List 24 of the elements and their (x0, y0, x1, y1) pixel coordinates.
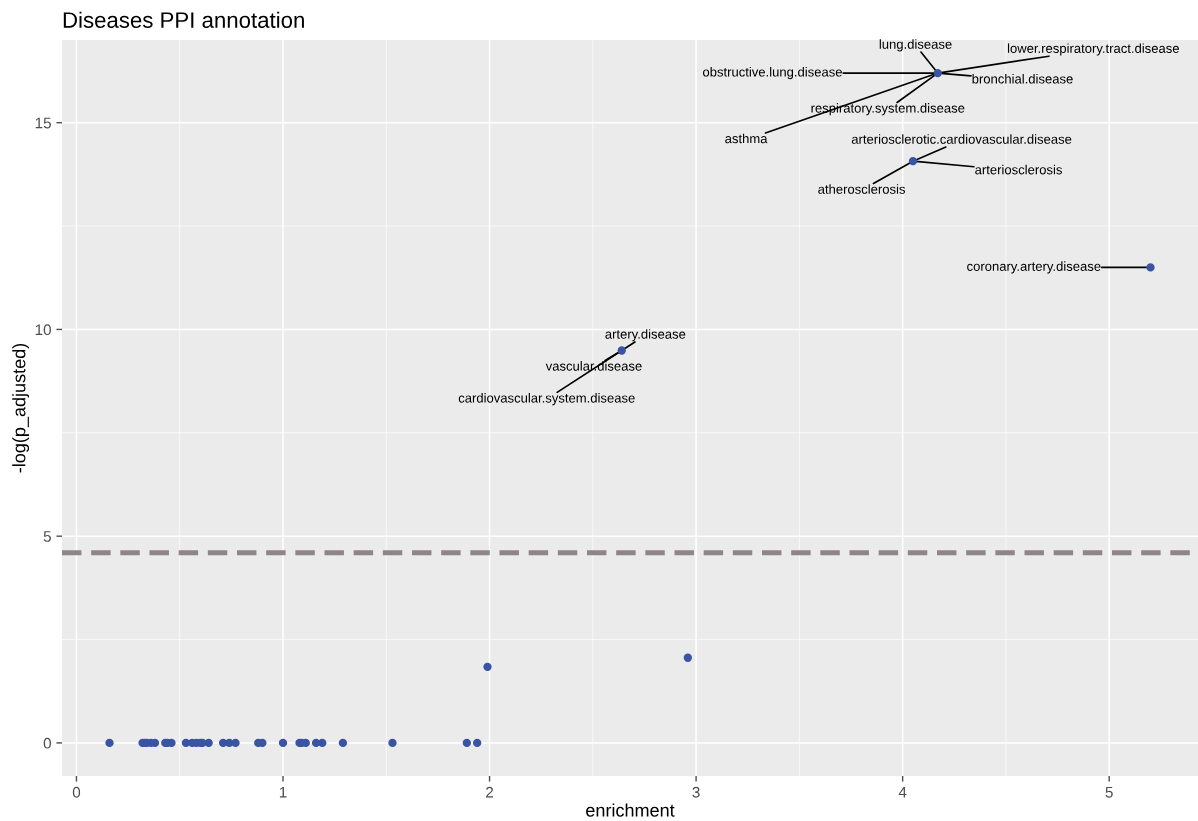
y-tick-label: 0 (43, 737, 51, 749)
annotation: obstructive.lung.disease (702, 66, 842, 80)
annotation: arteriosclerotic.cardiovascular.disease (851, 134, 1072, 144)
y-tick-label: 5 (43, 531, 51, 542)
annotation: artery.disease (605, 329, 686, 342)
annotation: arteriosclerosis (975, 164, 1062, 175)
annotation: lung.disease (879, 39, 952, 52)
annotation: lower.respiratory.tract.disease (1007, 43, 1179, 56)
chart-title: Diseases PPI annotation (63, 11, 304, 28)
x-tick-label: 1 (279, 786, 287, 798)
y-tick-label: 15 (35, 117, 51, 129)
annotation: atherosclerosis (818, 184, 906, 194)
annotation: bronchial.disease (972, 73, 1073, 84)
x-tick-label: 2 (486, 786, 494, 798)
y-tick-label: 10 (35, 324, 51, 336)
x-tick-label: 4 (898, 786, 907, 798)
x-tick-label: 0 (72, 786, 81, 798)
annotation: asthma (725, 133, 768, 144)
y-axis-title: -log(p_adjusted) (12, 343, 30, 473)
annotation: cardiovascular.system.disease (458, 393, 635, 406)
x-axis-title: enrichment (586, 803, 675, 817)
annotation: coronary.artery.disease (967, 261, 1101, 274)
x-tick-label: 5 (1105, 786, 1113, 798)
x-tick-label: 3 (692, 786, 700, 798)
